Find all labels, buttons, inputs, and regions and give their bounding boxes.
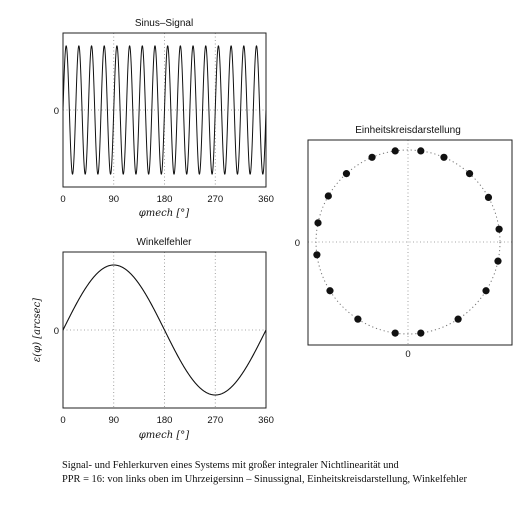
- unit-circle-point: [324, 192, 332, 200]
- unit-circle-point: [313, 251, 321, 259]
- sinus-series-line: [62, 45, 267, 175]
- unit-circle-point: [417, 147, 425, 155]
- unit-circle-point: [314, 219, 322, 227]
- winkelfehler-y-tick-0: 0: [54, 326, 59, 337]
- unit-circle-point: [482, 287, 490, 295]
- sinus-y-tick-0: 0: [54, 106, 59, 117]
- sinus-x-tick-label: 0: [60, 194, 65, 205]
- winkelfehler-y-axis-label: ε(φ) [arcsec]: [32, 298, 43, 362]
- einheitskreis-points: [313, 147, 503, 337]
- winkelfehler-chart: Winkelfehler 0 90 180 270 360 0 φmech [°] ε(…: [32, 237, 274, 441]
- einheitskreis-plot-frame: [307, 139, 513, 346]
- sinus-x-ticks: 0 90 180 270 360: [60, 194, 274, 205]
- einheitskreis-y-tick-0: 0: [295, 238, 300, 249]
- unit-circle-point: [495, 225, 503, 233]
- winkelfehler-x-ticks: 0 90 180 270 360: [60, 415, 274, 426]
- unit-circle-point: [484, 193, 493, 201]
- unit-circle-point: [454, 315, 462, 323]
- einheitskreis-chart: Einheitskreisdarstellung 0 0: [295, 125, 513, 360]
- sinus-x-tick-label: 360: [258, 194, 274, 205]
- winkelfehler-x-tick-label: 0: [60, 415, 65, 426]
- unit-circle-point: [342, 170, 351, 178]
- unit-circle-point: [391, 147, 399, 155]
- einheitskreis-chart-title: Einheitskreisdarstellung: [355, 125, 461, 136]
- winkelfehler-x-tick-label: 360: [258, 415, 274, 426]
- winkelfehler-x-tick-label: 180: [157, 415, 173, 426]
- sinus-x-tick-label: 270: [207, 194, 223, 205]
- reference-unit-circle: [315, 149, 501, 335]
- unit-circle-point: [440, 153, 448, 161]
- unit-circle-point: [494, 257, 502, 265]
- sinus-x-tick-label: 180: [157, 194, 173, 205]
- winkelfehler-x-tick-label: 270: [207, 415, 223, 426]
- caption-line-1: Signal- und Fehlerkurven eines Systems m…: [62, 460, 399, 471]
- einheitskreis-grid: [308, 140, 512, 345]
- winkelfehler-x-axis-label: φmech [°]: [139, 430, 190, 441]
- winkelfehler-chart-title: Winkelfehler: [136, 237, 192, 248]
- unit-circle-point: [354, 315, 362, 323]
- sinus-chart-title: Sinus–Signal: [135, 18, 193, 29]
- caption-line-2: PPR = 16: von links oben im Uhrzeigersin…: [62, 474, 467, 485]
- figure-caption: Signal- und Fehlerkurven eines Systems m…: [62, 459, 527, 487]
- einheitskreis-x-tick-0: 0: [405, 349, 410, 360]
- sinus-x-tick-label: 90: [108, 194, 119, 205]
- unit-circle-point: [465, 170, 474, 178]
- unit-circle-point: [417, 329, 425, 337]
- unit-circle-point: [368, 153, 376, 161]
- sinus-x-axis-label: φmech [°]: [139, 208, 190, 219]
- winkelfehler-series-line: [62, 264, 267, 396]
- unit-circle-point: [326, 287, 334, 295]
- sinus-signal-chart: Sinus–Signal 0 90 180 270 360 0 φmech [°]: [54, 18, 274, 219]
- winkelfehler-x-tick-label: 90: [108, 415, 119, 426]
- unit-circle-point: [391, 329, 399, 337]
